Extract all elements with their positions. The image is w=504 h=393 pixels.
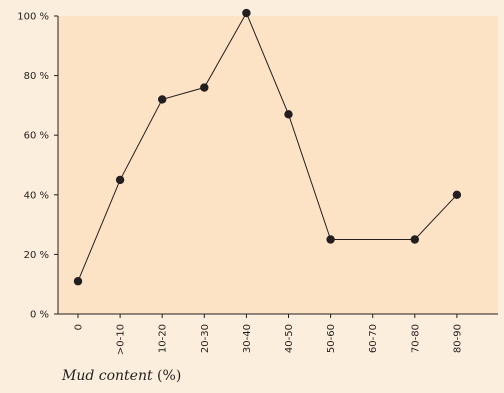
plot-area: [58, 16, 498, 314]
x-tick-label: >0-10: [116, 324, 127, 355]
y-tick-label: 60 %: [24, 131, 49, 142]
x-tick-label: 50-60: [326, 324, 337, 353]
y-tick-label: 40 %: [24, 190, 49, 201]
data-point: [115, 175, 125, 185]
x-tick-label: 70-80: [410, 324, 421, 353]
data-point: [200, 83, 209, 92]
x-axis-title-unit: (%): [152, 368, 182, 384]
x-axis-title-italic: Mud content: [62, 368, 153, 384]
x-tick-label: 0: [74, 324, 85, 330]
x-tick-label: 40-50: [284, 324, 295, 353]
y-tick-label: 20 %: [24, 250, 49, 261]
y-tick-label: 100 %: [17, 12, 49, 23]
x-tick-label: 60-70: [368, 324, 379, 353]
data-point: [452, 190, 462, 199]
data-point: [242, 8, 251, 18]
x-tick-label: 20-30: [200, 324, 211, 353]
data-point: [410, 235, 419, 244]
x-tick-label: 80-90: [452, 324, 463, 353]
x-tick-label: 30-40: [242, 324, 253, 353]
x-tick-label: 10-20: [158, 324, 169, 353]
data-point: [158, 95, 167, 104]
data-point: [284, 110, 293, 119]
data-point: [73, 277, 83, 286]
data-point: [326, 235, 335, 244]
y-tick-label: 0 %: [30, 310, 49, 321]
x-axis-title: Mud content (%): [62, 368, 181, 384]
y-tick-label: 80 %: [24, 71, 49, 82]
